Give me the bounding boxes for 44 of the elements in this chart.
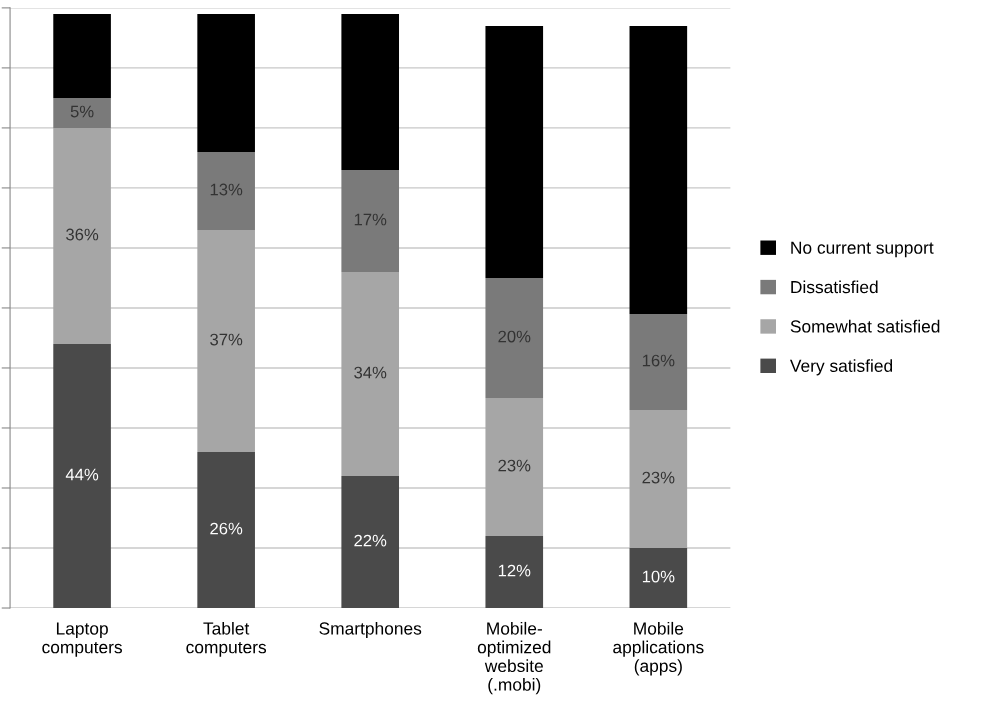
x-tick-label: Mobile applications (apps) [613,621,704,676]
bar [53,127,111,344]
data-label: 5% [70,105,94,118]
bar [341,271,400,476]
bar [629,409,688,548]
bar [341,13,400,170]
x-tick-label: Mobile- optimized website (.mobi) [477,621,551,695]
data-label: 17% [354,213,387,226]
bar [485,25,544,278]
data-label: 22% [354,534,387,547]
bar [629,25,688,314]
legend-label: No current support [791,241,934,258]
x-tick-label: Smartphones [319,621,422,639]
bar [197,151,255,230]
bar [485,277,544,398]
data-label: 16% [642,354,675,367]
data-label: 23% [642,471,675,484]
bar [485,397,544,536]
bar [629,548,688,609]
x-tick-label: Tablet computers [186,621,267,657]
legend-label: Dissatisfied [791,280,878,294]
bar [197,451,255,609]
data-label: 36% [66,228,99,241]
bar [341,169,400,272]
bar [197,13,255,152]
legend-label: Very satisfied [789,359,893,376]
bar [197,229,255,452]
data-label: 13% [210,183,243,196]
data-label: 37% [210,333,243,346]
bar [53,13,111,98]
bar [629,313,688,410]
data-label: 23% [498,459,531,472]
x-tick-label: Laptop computers [42,622,122,657]
bar [53,97,111,128]
bar [53,343,111,609]
bar [341,475,400,609]
data-label: 12% [498,564,531,577]
bar [485,536,544,609]
data-label: 34% [354,366,387,379]
data-label: 44% [65,468,99,481]
data-label: 10% [642,570,675,583]
data-label: 20% [498,330,531,343]
data-label: 26% [210,522,243,535]
legend-label: Somewhat satisfied [790,319,940,333]
